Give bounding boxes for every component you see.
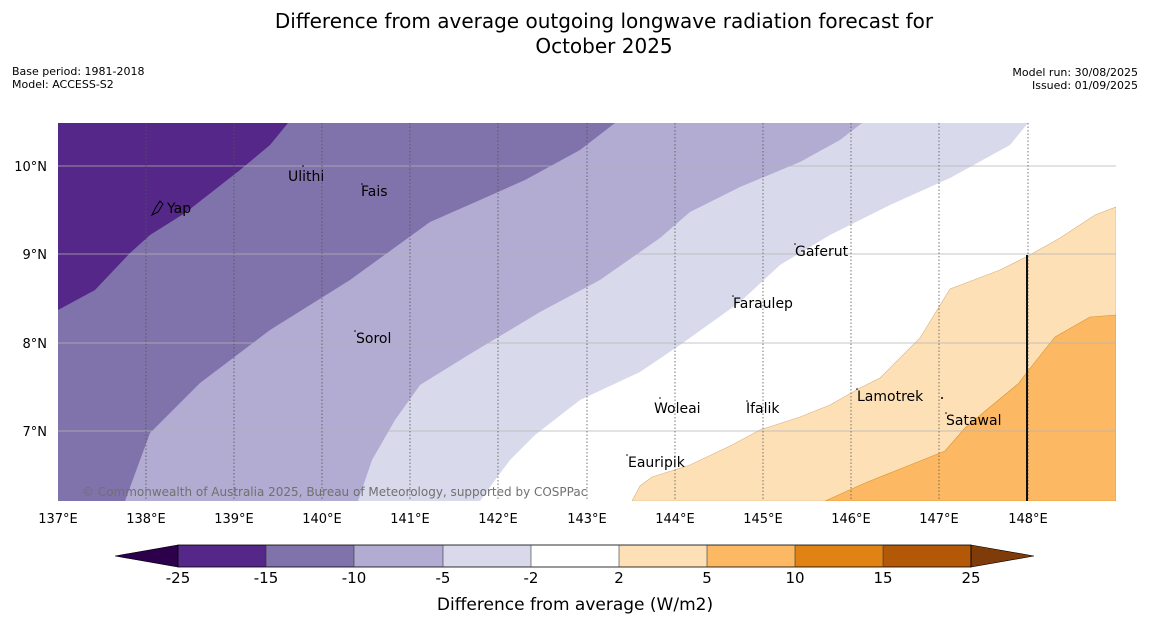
colorbar-extend-low: [114, 544, 179, 568]
lon-tick: 146°E: [831, 512, 871, 527]
place-sorol: Sorol: [356, 331, 391, 347]
place-faraulep: Faraulep: [733, 296, 793, 312]
lon-tick: 144°E: [655, 512, 695, 527]
place-satawal: Satawal: [946, 413, 1001, 429]
colorbar-tick-labels: -25 -15 -10 -5 -2 2 5 10 15 25: [166, 569, 981, 587]
place-gaferut: Gaferut: [795, 244, 849, 260]
base-period: Base period: 1981-2018: [12, 65, 145, 78]
colorbar-bin: [531, 545, 619, 567]
colorbar-dividers: [265, 545, 884, 567]
lon-tick: 138°E: [126, 512, 166, 527]
colorbar-bin: [266, 545, 354, 567]
lon-tick: 148°E: [1008, 512, 1048, 527]
place-woleai: Woleai: [654, 401, 701, 417]
place-fais: Fais: [361, 184, 388, 200]
lat-tick: 9°N: [23, 248, 48, 263]
lat-tick: 8°N: [23, 337, 48, 352]
colorbar-tick: -5: [436, 569, 451, 587]
colorbar: -25 -15 -10 -5 -2 2 5 10 15 25 Differenc…: [114, 544, 1035, 615]
colorbar-tick: -2: [524, 569, 539, 587]
map-area: Yap Ulithi Fais Gaferut Faraulep Sorol L…: [58, 123, 1116, 501]
place-eauripik: Eauripik: [628, 455, 686, 471]
band-5-10: [824, 314, 1116, 501]
colorbar-tick: -25: [166, 569, 191, 587]
band-minus25-minus15: [58, 123, 288, 310]
meta-left: Base period: 1981-2018 Model: ACCESS-S2: [12, 65, 144, 91]
band-minus15-minus10: [58, 123, 615, 501]
colorbar-tick: 10: [785, 569, 804, 587]
lon-tick: 145°E: [743, 512, 783, 527]
lon-tick: 140°E: [302, 512, 342, 527]
lon-tick: 139°E: [214, 512, 254, 527]
colorbar-bin: [883, 545, 971, 567]
issued-date: Issued: 01/09/2025: [1031, 79, 1138, 92]
lon-tick: 141°E: [390, 512, 430, 527]
title-line-2: October 2025: [535, 34, 673, 58]
colorbar-bin: [178, 545, 266, 567]
colorbar-extend-high: [970, 544, 1035, 568]
longitude-tick-labels: 137°E 138°E 139°E 140°E 141°E 142°E 143°…: [38, 512, 1048, 527]
lon-tick: 147°E: [919, 512, 959, 527]
model-run: Model run: 30/08/2025: [1012, 66, 1138, 79]
place-yap: Yap: [166, 201, 191, 217]
colorbar-bin: [619, 545, 707, 567]
colorbar-label: Difference from average (W/m2): [437, 595, 713, 615]
yap-island-outline: [150, 200, 164, 217]
place-ifalik: Ifalik: [746, 401, 780, 417]
lon-tick: 142°E: [478, 512, 518, 527]
colorbar-bin: [795, 545, 883, 567]
model-name: Model: ACCESS-S2: [12, 78, 114, 91]
lon-tick: 137°E: [38, 512, 78, 527]
lat-tick: 10°N: [14, 160, 47, 175]
colorbar-bin: [707, 545, 795, 567]
colorbar-outline: [177, 544, 972, 568]
meta-right: Model run: 30/08/2025 Issued: 01/09/2025: [1012, 66, 1138, 92]
colorbar-tick: 25: [961, 569, 980, 587]
colorbar-tick: -10: [342, 569, 367, 587]
island-dots: [302, 165, 947, 456]
map-title: Difference from average outgoing longwav…: [0, 9, 1150, 59]
lat-tick: 7°N: [23, 425, 48, 440]
colorbar-tick: 2: [614, 569, 624, 587]
colorbar-bin: [443, 545, 531, 567]
place-ulithi: Ulithi: [288, 169, 324, 185]
place-labels: Yap Ulithi Fais Gaferut Faraulep Sorol L…: [166, 169, 1001, 471]
colorbar-bin: [354, 545, 443, 567]
place-lamotrek: Lamotrek: [857, 389, 924, 405]
latitude-tick-labels: 10°N 9°N 8°N 7°N: [14, 160, 47, 440]
lon-tick: 143°E: [567, 512, 607, 527]
copyright-credit: © Commonwealth of Australia 2025, Bureau…: [82, 485, 587, 499]
colorbar-tick: -15: [254, 569, 279, 587]
colorbar-tick: 5: [702, 569, 712, 587]
title-line-1: Difference from average outgoing longwav…: [274, 9, 934, 33]
colorbar-tick: 15: [873, 569, 892, 587]
